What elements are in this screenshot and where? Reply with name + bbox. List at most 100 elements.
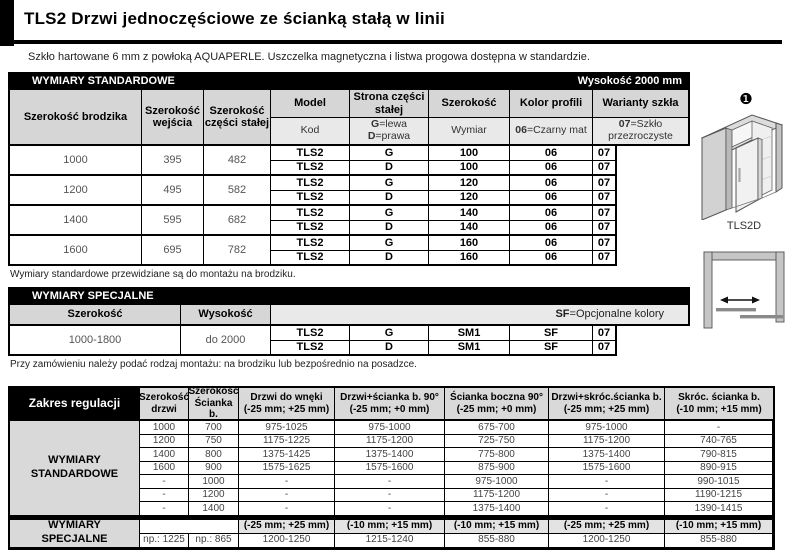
col-header-szklo: Warianty szkła [593, 90, 688, 118]
side-code: G [350, 206, 429, 221]
profile-color-code: 06 [510, 206, 593, 221]
width-code: SM1 [429, 326, 510, 341]
width-code: 120 [429, 191, 510, 206]
range-value: 1375-1400 [445, 502, 549, 516]
adj-col-5: Ścianka boczna 90° (-25 mm; +0 mm) [445, 388, 549, 420]
model-code: TLS2 [271, 326, 350, 341]
entry-width: 695 [142, 236, 204, 266]
thick-separator [8, 515, 775, 520]
range-value: 1575-1600 [549, 461, 665, 475]
range-value: 800 [189, 448, 239, 462]
model-code: TLS2 [271, 236, 350, 251]
range-value: - [140, 488, 189, 502]
width-code: 140 [429, 206, 510, 221]
range-value: 1375-1400 [335, 448, 445, 462]
adjustment-range-table: Zakres regulacji Szerokość drzwi Szerokoś… [8, 386, 775, 550]
col-header-strona: Strona części stałej [350, 90, 429, 118]
standard-table-body: 1000 395 482 TLS2 G 100 06 07 TLS2 D 100 06 07 1200 49… [8, 146, 690, 266]
entry-width: 395 [142, 146, 204, 176]
model-code: TLS2 [271, 221, 350, 236]
figure-model-label: TLS2D [726, 220, 762, 232]
height-note: Wysokość 2000 mm [577, 75, 682, 87]
col-header-model: Model [271, 90, 350, 118]
range-value: 1575-1625 [239, 461, 335, 475]
range-value: - [239, 475, 335, 489]
model-code: TLS2 [271, 341, 350, 356]
profile-color-code: 06 [510, 251, 593, 266]
range-value: 790-815 [665, 448, 773, 462]
legend-07-bold: 07 [618, 118, 631, 131]
legend-07-text: =Szkło przezroczyste [608, 118, 673, 142]
range-value: - [549, 475, 665, 489]
legend-d-text: =prawa [375, 130, 411, 142]
special-section-bar: WYMIARY SPECJALNE [8, 287, 690, 305]
adj-col-6: Drzwi+skróc.ścianka b. (-25 mm; +25 mm) [549, 388, 665, 420]
range-value: 1175-1200 [549, 434, 665, 448]
range-value: np.: 865 [189, 533, 239, 548]
range-value: 1190-1215 [665, 488, 773, 502]
adj-col-7: Skróc. ścianka b. (-10 mm; +15 mm) [665, 388, 773, 420]
adj-col-4: Drzwi+ścianka b. 90° (-25 mm; +0 mm) [335, 388, 445, 420]
legend-sf-bold: SF [555, 308, 570, 321]
subheader-wymiar: Wymiar [429, 118, 510, 145]
range-value: 1175-1225 [239, 434, 335, 448]
range-value: - [335, 502, 445, 516]
page-subtitle: Szkło hartowane 6 mm z powłoką AQUAPERLE… [28, 51, 590, 63]
shower-door-isometric-figure [696, 108, 788, 225]
fixed-part-width: 782 [204, 236, 271, 266]
width-code: 160 [429, 236, 510, 251]
range-value: - [239, 488, 335, 502]
range-value: 975-1000 [549, 421, 665, 435]
glass-variant-code: 07 [593, 326, 617, 341]
side-code: G [350, 326, 429, 341]
range-value: 875-900 [445, 461, 549, 475]
title-rule [0, 40, 782, 44]
range-value: 740-765 [665, 434, 773, 448]
profile-color-code: 06 [510, 221, 593, 236]
range-value: 775-800 [445, 448, 549, 462]
model-code: TLS2 [271, 206, 350, 221]
range-value: - [335, 475, 445, 489]
glass-variant-code: 07 [593, 221, 617, 236]
corner-label: Zakres regulacji [10, 388, 140, 420]
side-code: G [350, 236, 429, 251]
width-code: 120 [429, 176, 510, 191]
title-accent-square [0, 0, 14, 46]
glass-variant-code: 07 [593, 206, 617, 221]
range-value: 1175-1200 [335, 434, 445, 448]
subheader-szklo-legend: 07=Szkło przezroczyste [593, 118, 688, 145]
range-value: 1390-1415 [665, 502, 773, 516]
figure-number-badge: ❶ [739, 91, 753, 108]
subheader-kod: Kod [271, 118, 350, 145]
sf-legend: SF=Opcjonalne kolory [271, 305, 688, 325]
legend-g-bold: G [371, 118, 380, 131]
adjustment-table-body: WYMIARY STANDARDOWE 1000 700 975-1025 975-10… [8, 421, 775, 516]
shower-base-width: 1000 [10, 146, 142, 176]
side-code: G [350, 146, 429, 161]
blank-cell [140, 519, 239, 534]
special-footnote: Przy zamówieniu należy podać rodzaj mont… [10, 359, 417, 370]
col-header-szerokosc: Szerokość [429, 90, 510, 118]
range-value: 1200 [189, 488, 239, 502]
range-value: - [665, 421, 773, 435]
shower-base-width: 1200 [10, 176, 142, 206]
tolerance-header: (-25 mm; +25 mm) [549, 519, 665, 534]
profile-color-code: 06 [510, 176, 593, 191]
width-code: 140 [429, 221, 510, 236]
col-header-wejscie: Szerokość wejścia [142, 90, 204, 145]
special-rows-label: WYMIARY SPECJALNE [10, 519, 140, 548]
profile-color-code: SF [510, 341, 593, 356]
adjustment-table-special: WYMIARY SPECJALNE (-25 mm; +25 mm) (-10 mm… [8, 519, 775, 550]
legend-d-bold: D [367, 130, 376, 142]
adj-col-1: Szerokość drzwi [140, 388, 189, 420]
tolerance-header: (-10 mm; +15 mm) [335, 519, 445, 534]
profile-color-code: 06 [510, 191, 593, 206]
side-code: D [350, 191, 429, 206]
profile-color-code: 06 [510, 236, 593, 251]
special-col-szerokosc: Szerokość [10, 305, 181, 325]
range-value: 975-1025 [239, 421, 335, 435]
range-value: 1215-1240 [335, 533, 445, 548]
col-header-kolor: Kolor profili [510, 90, 593, 118]
range-value: 1375-1400 [549, 448, 665, 462]
glass-variant-code: 07 [593, 236, 617, 251]
